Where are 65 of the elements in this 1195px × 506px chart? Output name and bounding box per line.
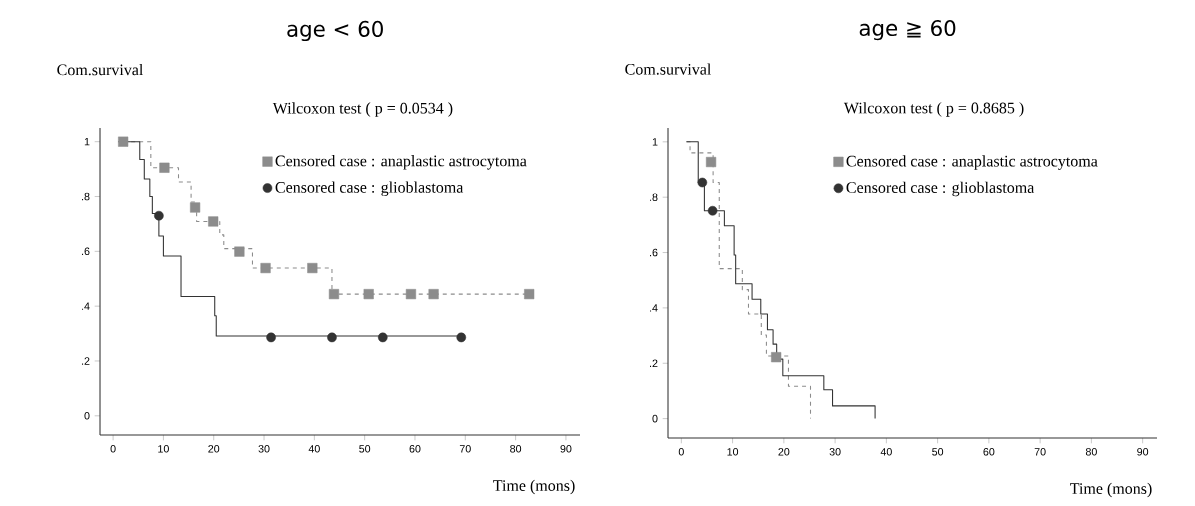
point bbox=[159, 162, 170, 173]
legend-label: Censored case : anaplastic astrocytoma bbox=[846, 155, 1098, 170]
y-tick-label: 1 bbox=[652, 138, 658, 146]
x-tick-label: 60 bbox=[983, 448, 995, 456]
x-tick-label: 40 bbox=[308, 445, 320, 453]
point bbox=[234, 246, 245, 257]
point bbox=[705, 156, 717, 168]
x-tick-label: 0 bbox=[678, 448, 684, 456]
y-tick-label: 1 bbox=[84, 138, 90, 146]
point bbox=[707, 205, 718, 216]
x-tick-label: 90 bbox=[1137, 448, 1149, 456]
point bbox=[327, 332, 337, 343]
text: Wilcoxon test ( p = 0.0534 ) bbox=[272, 102, 453, 117]
point bbox=[377, 332, 388, 343]
x-tick-label: 60 bbox=[409, 445, 421, 453]
legend-label: Censored case : anaplastic astrocytoma bbox=[275, 155, 527, 170]
point bbox=[307, 262, 318, 274]
x-tick-label: 0 bbox=[110, 445, 116, 453]
point bbox=[405, 289, 417, 300]
point bbox=[363, 289, 374, 300]
x-axis-title: Time (mons) bbox=[1070, 482, 1152, 498]
point bbox=[118, 136, 129, 147]
legend-label: Censored case : glioblastoma bbox=[846, 181, 1035, 197]
point bbox=[266, 332, 276, 343]
y-tick-label: .6 bbox=[650, 248, 658, 257]
y-tick-label: .2 bbox=[650, 359, 658, 367]
chart-title: age ≧ 60 bbox=[859, 19, 956, 41]
point bbox=[456, 332, 467, 343]
x-tick-label: 10 bbox=[158, 445, 169, 453]
x-tick-label: 20 bbox=[208, 445, 220, 453]
y-tick-label: .8 bbox=[82, 192, 90, 201]
x-tick-label: 70 bbox=[1034, 448, 1046, 456]
point bbox=[260, 262, 271, 274]
y-axis-title: Com.survival bbox=[625, 63, 712, 75]
point bbox=[328, 289, 340, 300]
y-tick-label: 0 bbox=[84, 412, 90, 420]
x-tick-label: 20 bbox=[778, 448, 790, 456]
x-axis-title: Time (mons) bbox=[493, 479, 575, 495]
point bbox=[154, 210, 164, 221]
point bbox=[771, 352, 782, 363]
x-tick-label: 10 bbox=[727, 448, 739, 456]
point bbox=[190, 202, 201, 213]
x-tick-label: 80 bbox=[510, 445, 522, 453]
x-tick-label: 50 bbox=[932, 448, 944, 456]
legend-label: Censored case : glioblastoma bbox=[275, 181, 464, 197]
x-tick-label: 50 bbox=[359, 445, 371, 453]
x-tick-label: 70 bbox=[459, 445, 471, 453]
y-tick-label: .4 bbox=[82, 302, 90, 310]
point bbox=[697, 177, 708, 188]
y-axis-title: Com.survival bbox=[57, 63, 144, 76]
point bbox=[208, 216, 219, 227]
y-tick-label: .4 bbox=[650, 304, 658, 312]
x-tick-label: 90 bbox=[560, 445, 572, 453]
chart-title: age < 60 bbox=[287, 20, 383, 42]
x-tick-label: 30 bbox=[258, 445, 270, 453]
y-tick-label: .8 bbox=[650, 193, 658, 201]
x-tick-label: 80 bbox=[1085, 448, 1097, 456]
y-tick-label: .6 bbox=[82, 247, 90, 256]
y-tick-label: .2 bbox=[82, 357, 90, 365]
x-tick-label: 40 bbox=[880, 448, 892, 456]
y-tick-label: 0 bbox=[652, 414, 658, 423]
x-tick-label: 30 bbox=[829, 448, 841, 456]
text: Wilcoxon test ( p = 0.8685 ) bbox=[843, 102, 1024, 117]
point bbox=[428, 289, 439, 300]
point bbox=[524, 289, 535, 300]
